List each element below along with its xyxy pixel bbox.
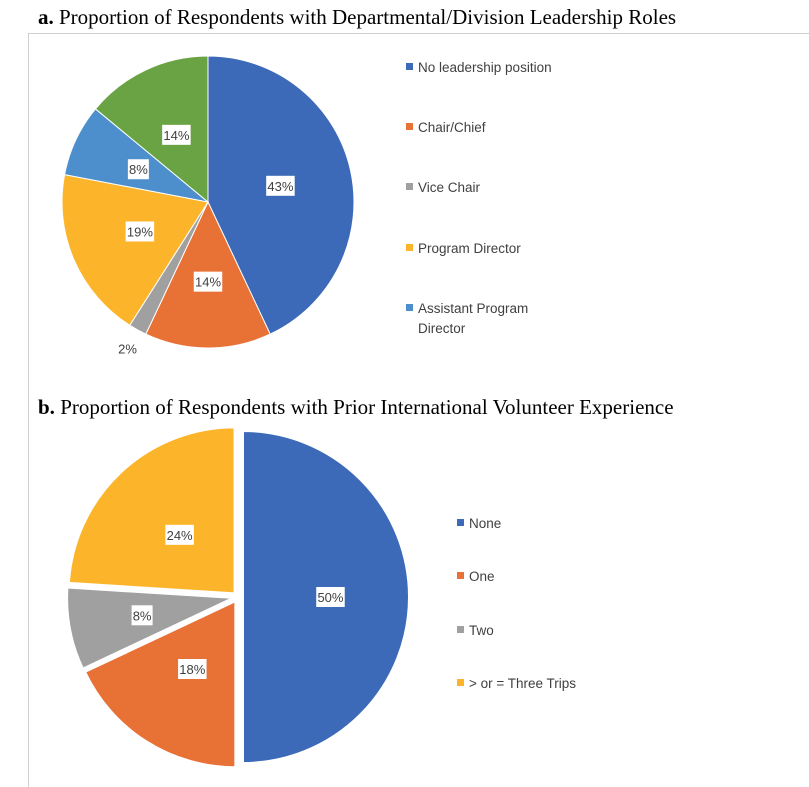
legend-item: Chair/Chief: [406, 118, 486, 138]
data-label-a-4: 8%: [127, 159, 149, 180]
pie-slice-b-2: [66, 586, 234, 670]
data-label-box: [127, 159, 149, 180]
legend-label: Chair/Chief: [418, 120, 486, 135]
legend-item: > or = Three Trips: [457, 674, 576, 694]
legend-item: None: [457, 514, 501, 534]
chart-b-title: b. Proportion of Respondents with Prior …: [38, 395, 674, 420]
data-label-box: [162, 124, 191, 145]
chart-b-panel-label: b.: [38, 395, 55, 419]
pie-slice-a-5: [94, 55, 209, 204]
legend-swatch: [406, 304, 413, 311]
legend-item: Assistant Program Director: [406, 299, 546, 339]
legend-label: Assistant Program Director: [418, 301, 529, 336]
data-label-b-3: 24%: [165, 524, 194, 545]
data-label-b-0: 50%: [316, 587, 345, 607]
data-label-text: 2%: [118, 341, 137, 356]
legend-swatch: [457, 519, 464, 526]
legend-swatch: [406, 183, 413, 190]
legend-label: No leadership position: [418, 60, 552, 75]
legend-swatch: [406, 63, 413, 70]
pie-slice-b-1: [83, 599, 237, 769]
chart-a-title-text: Proportion of Respondents with Departmen…: [59, 5, 677, 29]
chart-frame-top-border: [28, 33, 809, 34]
data-label-text: 8%: [133, 608, 152, 623]
data-label-box: [316, 587, 345, 607]
legend-label: One: [469, 569, 495, 584]
data-label-box: [125, 221, 155, 242]
legend-swatch: [406, 244, 413, 251]
data-label-text: 8%: [129, 162, 148, 177]
legend-swatch: [457, 679, 464, 686]
data-label-text: 19%: [127, 224, 153, 239]
data-label-b-2: 8%: [131, 605, 153, 626]
pie-slice-b-3: [67, 426, 236, 595]
data-label-a-1: 14%: [193, 271, 223, 292]
legend-swatch: [406, 123, 413, 130]
chart-frame-left-border: [28, 33, 29, 787]
data-label-text: 14%: [195, 275, 221, 290]
data-label-a-0: 43%: [266, 175, 295, 196]
data-label-box: [266, 175, 295, 196]
legend-label: Program Director: [418, 241, 521, 256]
pie-slice-a-3: [61, 174, 209, 326]
data-label-a-2: 2%: [118, 341, 137, 356]
data-label-box: [193, 271, 223, 292]
data-label-a-5: 14%: [162, 124, 191, 145]
legend-item: No leadership position: [406, 58, 552, 78]
legend-item: Program Director: [406, 239, 521, 259]
data-label-text: 50%: [317, 590, 343, 605]
data-label-box: [131, 605, 153, 626]
data-label-box: [165, 524, 194, 545]
chart-a-panel-label: a.: [38, 5, 54, 29]
data-label-text: 18%: [179, 662, 205, 677]
legend-label: None: [469, 516, 502, 531]
data-label-box: [178, 659, 207, 680]
data-label-b-1: 18%: [178, 659, 207, 680]
data-label-a-3: 19%: [125, 221, 155, 242]
chart-b-title-text: Proportion of Respondents with Prior Int…: [60, 395, 674, 419]
legend-item: Two: [457, 621, 494, 641]
legend-item: Vice Chair: [406, 178, 480, 198]
data-label-text: 43%: [267, 179, 293, 194]
data-label-text: 14%: [163, 128, 189, 143]
legend-swatch: [457, 572, 464, 579]
legend-swatch: [457, 626, 464, 633]
legend-label: > or = Three Trips: [469, 676, 577, 691]
legend-label: Vice Chair: [418, 180, 481, 195]
data-label-text: 24%: [167, 528, 193, 543]
chart-a-title: a. Proportion of Respondents with Depart…: [38, 5, 676, 30]
legend-label: Two: [469, 623, 494, 638]
legend-item: One: [457, 567, 495, 587]
